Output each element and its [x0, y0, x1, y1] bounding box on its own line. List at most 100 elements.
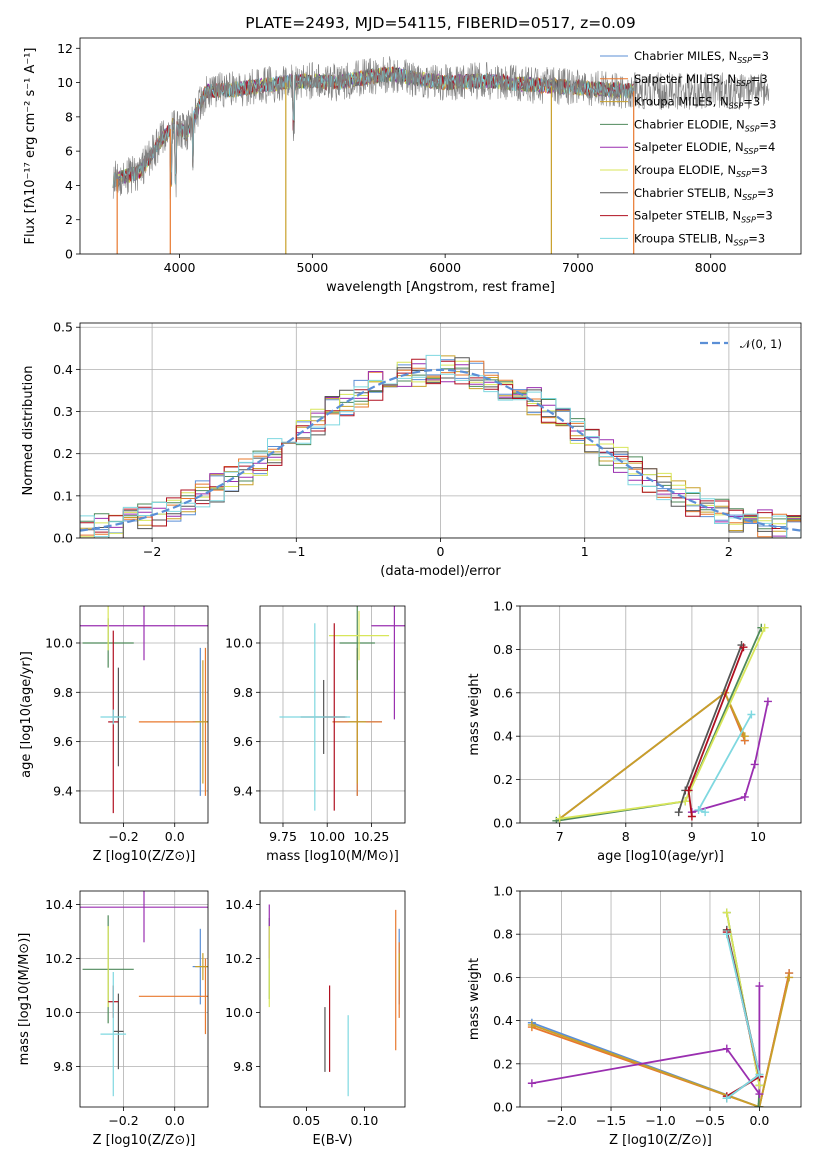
- y-tick-label: 0.6: [493, 685, 513, 700]
- plot-area-mass_vs_Z: [80, 891, 208, 1107]
- y-tick-label: 10.4: [225, 897, 253, 912]
- x-axis-label: Z [log10(Z/Z⊙)]: [93, 1133, 196, 1148]
- mass-weight-series: [531, 986, 761, 1097]
- legend-entry: 𝒩(0, 1): [740, 337, 782, 351]
- observed-spectrum-line: [112, 56, 770, 200]
- x-tick-label: 8: [622, 829, 630, 844]
- y-tick-label: 0.0: [53, 531, 73, 546]
- y-axis-label: mass [log10(M/M⊙)]: [17, 933, 32, 1066]
- y-tick-label: 6: [65, 144, 73, 159]
- y-tick-label: 10.2: [225, 951, 253, 966]
- x-tick-label: 0.0: [165, 1113, 185, 1128]
- x-tick-label: 0.0: [749, 1113, 769, 1128]
- mass-weight-series: [559, 627, 766, 820]
- axes-frame: [259, 890, 406, 1108]
- y-tick-label: 0.8: [493, 927, 513, 942]
- axes-frame: [79, 37, 802, 255]
- chart-title: PLATE=2493, MJD=54115, FIBERID=0517, z=0…: [245, 14, 635, 32]
- plot-area-spectrum: [112, 56, 770, 254]
- errorbar-point: [113, 993, 124, 1070]
- x-axis-label: mass [log10(M/M⊙)]: [266, 849, 399, 864]
- panel-mass_weight_vs_Z: −2.0 −1.5 −1.0 −0.5 0.0 0.0 0.2 0.4 0.6 0.8 1.0 Z […: [467, 884, 802, 1148]
- mass-weight-marker: [739, 643, 748, 652]
- y-tick-label: 1.0: [493, 599, 513, 614]
- x-tick-label: 0: [437, 544, 445, 559]
- x-axis-label: Z [log10(Z/Z⊙)]: [609, 1133, 712, 1148]
- x-tick-label: 9: [688, 829, 696, 844]
- x-tick-label: −1: [287, 544, 305, 559]
- y-tick-label: 0.8: [493, 642, 513, 657]
- x-axis-label: (data-model)/error: [380, 564, 501, 579]
- y-tick-label: 0.5: [53, 320, 73, 335]
- mass-weight-marker: [755, 982, 764, 991]
- mass-weight-marker: [527, 1020, 536, 1029]
- plot-area-age_vs_Z: [80, 606, 208, 823]
- x-tick-label: −0.2: [108, 1113, 138, 1128]
- mass-weight-marker: [750, 760, 759, 769]
- y-tick-label: 10: [57, 75, 73, 90]
- x-tick-label: 5000: [296, 260, 328, 275]
- y-tick-label: 9.6: [233, 734, 253, 749]
- errorbar-point: [371, 606, 405, 720]
- x-tick-label: 4000: [164, 260, 196, 275]
- x-tick-label: 0.10: [350, 1113, 378, 1128]
- plot-area-mass_weight_vs_Z: [520, 891, 801, 1107]
- residual-histogram-step: [80, 354, 801, 538]
- y-tick-label: 0.3: [53, 404, 73, 419]
- x-tick-label: 0.0: [165, 829, 185, 844]
- y-tick-label: 2: [65, 212, 73, 227]
- x-tick-label: −0.2: [108, 829, 138, 844]
- errorbar-point: [348, 660, 367, 784]
- mass-weight-marker: [674, 808, 683, 817]
- mass-weight-marker: [722, 930, 731, 939]
- legend: Chabrier MILES, NSSP=3 Salpeter MILES, NS…: [600, 49, 776, 247]
- mass-weight-marker: [785, 973, 794, 982]
- mass-weight-marker: [722, 1044, 731, 1053]
- plot-area-mass_weight_vs_age: [520, 606, 801, 823]
- axes-frame: [259, 605, 406, 824]
- y-tick-label: 4: [65, 178, 73, 193]
- mass-weight-marker: [555, 814, 564, 823]
- panel-spectrum: 4000 5000 6000 7000 8000 0 2 4 6 8 10 12 wavelength …: [23, 14, 802, 295]
- y-tick-label: 10.0: [225, 1005, 253, 1020]
- mass-weight-marker: [760, 623, 769, 632]
- y-tick-label: 9.4: [233, 783, 253, 798]
- y-tick-label: 0.0: [493, 816, 513, 831]
- mass-weight-marker: [701, 808, 710, 817]
- axes-frame: [79, 322, 802, 539]
- errorbar-point: [80, 891, 208, 943]
- x-tick-label: −1.0: [645, 1113, 675, 1128]
- panel-mass_vs_ebv: 0.05 0.10 9.8 10.0 10.2 10.4 E(B-V): [225, 890, 406, 1148]
- y-tick-label: 0: [65, 247, 73, 262]
- y-axis-label: Normed distribution: [21, 366, 36, 496]
- mass-weight-marker: [763, 697, 772, 706]
- y-tick-label: 0.4: [53, 362, 73, 377]
- y-tick-label: 10.0: [45, 635, 73, 650]
- y-tick-label: 9.8: [53, 1059, 73, 1074]
- legend-entry: Salpeter ELODIE, NSSP=4: [634, 140, 775, 156]
- y-tick-label: 8: [65, 109, 73, 124]
- x-tick-label: 7000: [562, 260, 594, 275]
- mass-weight-marker: [527, 1079, 536, 1088]
- y-tick-label: 9.4: [53, 783, 73, 798]
- x-axis-label: age [log10(age/yr)]: [597, 849, 724, 864]
- y-tick-label: 12: [57, 41, 73, 56]
- y-axis-label: mass weight: [467, 958, 482, 1040]
- mass-weight-marker: [755, 1070, 764, 1079]
- y-tick-label: 0.2: [493, 772, 513, 787]
- mass-weight-series: [559, 691, 746, 820]
- mass-weight-marker: [684, 786, 693, 795]
- x-tick-label: 8000: [695, 260, 727, 275]
- y-tick-label: 9.8: [233, 1059, 253, 1074]
- y-tick-label: 10.0: [225, 635, 253, 650]
- axes-frame: [519, 605, 802, 824]
- mass-weight-series: [725, 933, 761, 1100]
- plot-area-age_vs_mass: [260, 606, 405, 823]
- x-tick-label: 10: [750, 829, 766, 844]
- x-tick-label: −2.0: [546, 1113, 576, 1128]
- errorbar-point: [138, 958, 208, 1035]
- legend-entry: Chabrier MILES, NSSP=3: [634, 49, 769, 65]
- mass-weight-series: [559, 691, 746, 820]
- axes-frame: [519, 890, 802, 1108]
- y-tick-label: 10.4: [45, 897, 73, 912]
